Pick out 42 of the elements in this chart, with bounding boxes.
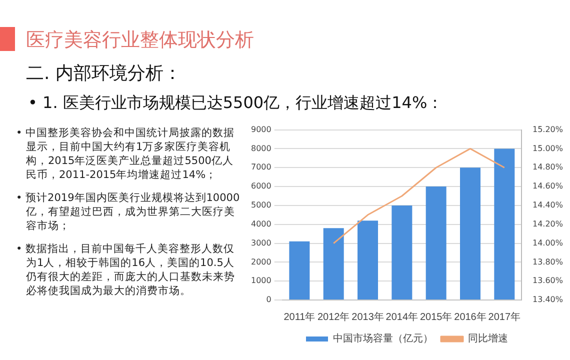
- chart-title: 医疗美容行业整体现状分析: [26, 28, 254, 53]
- y2-tick-label: 14.00%: [532, 238, 564, 248]
- y2-tick-label: 13.40%: [532, 295, 564, 304]
- x-tick-label: 2015年: [420, 310, 452, 323]
- bar: [323, 228, 344, 300]
- y-tick-label: 4000: [251, 219, 272, 228]
- y2-tick-label: 15.00%: [532, 144, 564, 153]
- bar: [426, 186, 446, 300]
- y-tick-label: 6000: [251, 182, 272, 191]
- bar: [460, 168, 480, 300]
- y2-tick-label: 14.20%: [532, 219, 564, 228]
- y2-tick-label: 13.80%: [532, 257, 564, 266]
- x-tick-label: 2012年: [317, 310, 350, 323]
- x-tick-label: 2013年: [352, 310, 384, 323]
- y-tick-label: 9000: [251, 124, 272, 134]
- bar: [494, 148, 515, 300]
- legend-label: 同比增速: [468, 332, 508, 345]
- y-tick-label: 1000: [251, 276, 272, 286]
- y2-tick-label: 14.60%: [532, 182, 564, 191]
- y2-tick-label: 14.40%: [532, 200, 564, 210]
- legend-label: 中国市场容量（亿元）: [333, 332, 433, 345]
- y-tick-label: 3000: [251, 238, 272, 248]
- y-tick-label: 7000: [251, 162, 272, 172]
- y-tick-label: 5000: [251, 200, 272, 210]
- bar: [289, 241, 310, 300]
- y-tick-label: 8000: [251, 144, 272, 153]
- text: • 预计2019年国内医美行业规模将达到10000亿，有望超过巴西，成为世界第二大医疗美容市场；: [16, 191, 241, 233]
- text: • 中国整形美容协会和中国统计局披露的数据显示，目前中国大约有1万多家医疗美容机构，2015年泛医美产业总量超过5500亿人民币，2011-2015年均增速超过14%；: [16, 126, 236, 182]
- x-tick-label: 2017年: [488, 310, 521, 323]
- y2-tick-label: 14.80%: [532, 162, 564, 172]
- text: • 数据指出，目前中国每千人美容整形人数仅为1人，相较于韩国的16人，美国的10.5人仍有很大的差距，而庞大的人口基数未来势必将使我国成为最大的消费市场。: [16, 242, 236, 298]
- bar: [358, 220, 378, 300]
- x-tick-label: 2016年: [454, 310, 486, 323]
- x-tick-label: 2014年: [386, 310, 418, 323]
- y-tick-label: 0: [266, 295, 272, 304]
- y2-tick-label: 13.60%: [532, 276, 564, 286]
- bar: [392, 205, 412, 300]
- text: • 1. 医美行业市场规模已达5500亿，行业增速超过14%：: [28, 93, 444, 114]
- y-tick-label: 2000: [251, 257, 272, 266]
- y2-tick-label: 15.20%: [532, 124, 564, 134]
- text: 二. 内部环境分析：: [26, 62, 182, 85]
- x-tick-label: 2011年: [284, 310, 316, 323]
